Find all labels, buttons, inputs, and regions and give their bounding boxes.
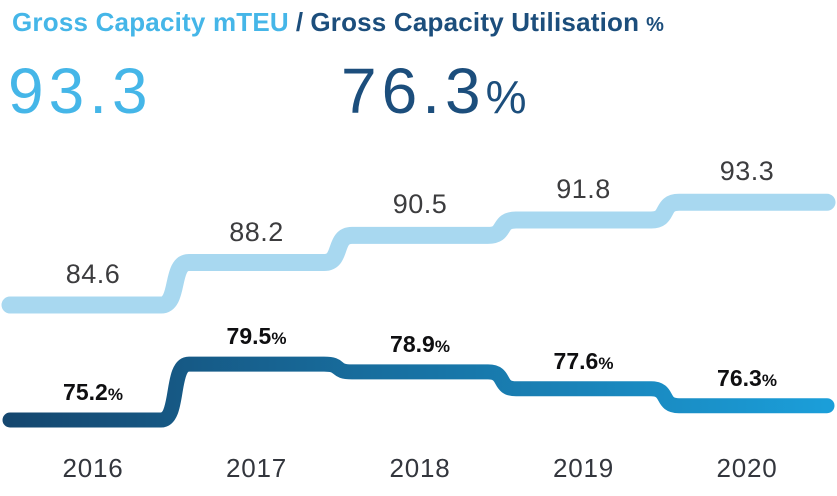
capacity-value-label-2017: 88.2	[229, 216, 284, 247]
percent-sign: %	[761, 370, 777, 390]
capacity-value-label-2020: 93.3	[719, 156, 775, 187]
chart-title: Gross Capacity mTEU / Gross Capacity Utili…	[12, 7, 664, 38]
step-line-chart	[1, 193, 836, 428]
title-percent-sign: %	[646, 14, 665, 36]
x-axis-label-2017: 2017	[225, 453, 288, 483]
x-axis-label-2016: 2016	[62, 453, 124, 483]
title-capacity-label: Gross Capacity mTEU	[12, 7, 289, 37]
utilisation-value-label-2018: 78.9%	[390, 331, 450, 358]
utilisation-value-label-2020: 76.3%	[717, 365, 777, 392]
x-axis-label-2018: 2018	[389, 453, 451, 483]
utilisation-value-label-2017: 79.5%	[227, 323, 287, 350]
kpi-utilisation-number: 76.3	[341, 55, 486, 127]
capacity-value-label-2019: 91.8	[556, 174, 611, 205]
percent-sign: %	[107, 385, 123, 404]
capacity-value-label-2018: 90.5	[392, 189, 448, 220]
utilisation-number: 79.5	[226, 323, 272, 350]
utilisation-value-label-2019: 77.6%	[554, 348, 614, 375]
utilisation-number: 76.3	[717, 364, 762, 391]
utilisation-number: 77.6	[553, 347, 599, 374]
kpi-utilisation-value: 76.3%	[341, 54, 526, 128]
capacity-step-line	[1, 193, 836, 314]
percent-sign: %	[598, 353, 614, 373]
title-separator: /	[295, 7, 304, 37]
utilisation-number: 78.9	[390, 330, 435, 357]
x-axis-label-2020: 2020	[716, 453, 778, 483]
kpi-utilisation-percent-sign: %	[485, 71, 527, 123]
title-utilisation-label: Gross Capacity Utilisation	[310, 7, 640, 37]
percent-sign: %	[434, 336, 450, 356]
utilisation-number: 75.2	[63, 379, 108, 405]
utilisation-step-line	[2, 356, 835, 428]
utilisation-value-label-2016: 75.2%	[63, 379, 123, 406]
capacity-value-label-2016: 84.6	[65, 259, 121, 289]
percent-sign: %	[271, 329, 287, 349]
x-axis-label-2019: 2019	[552, 453, 615, 483]
kpi-capacity-value: 93.3	[8, 55, 153, 127]
